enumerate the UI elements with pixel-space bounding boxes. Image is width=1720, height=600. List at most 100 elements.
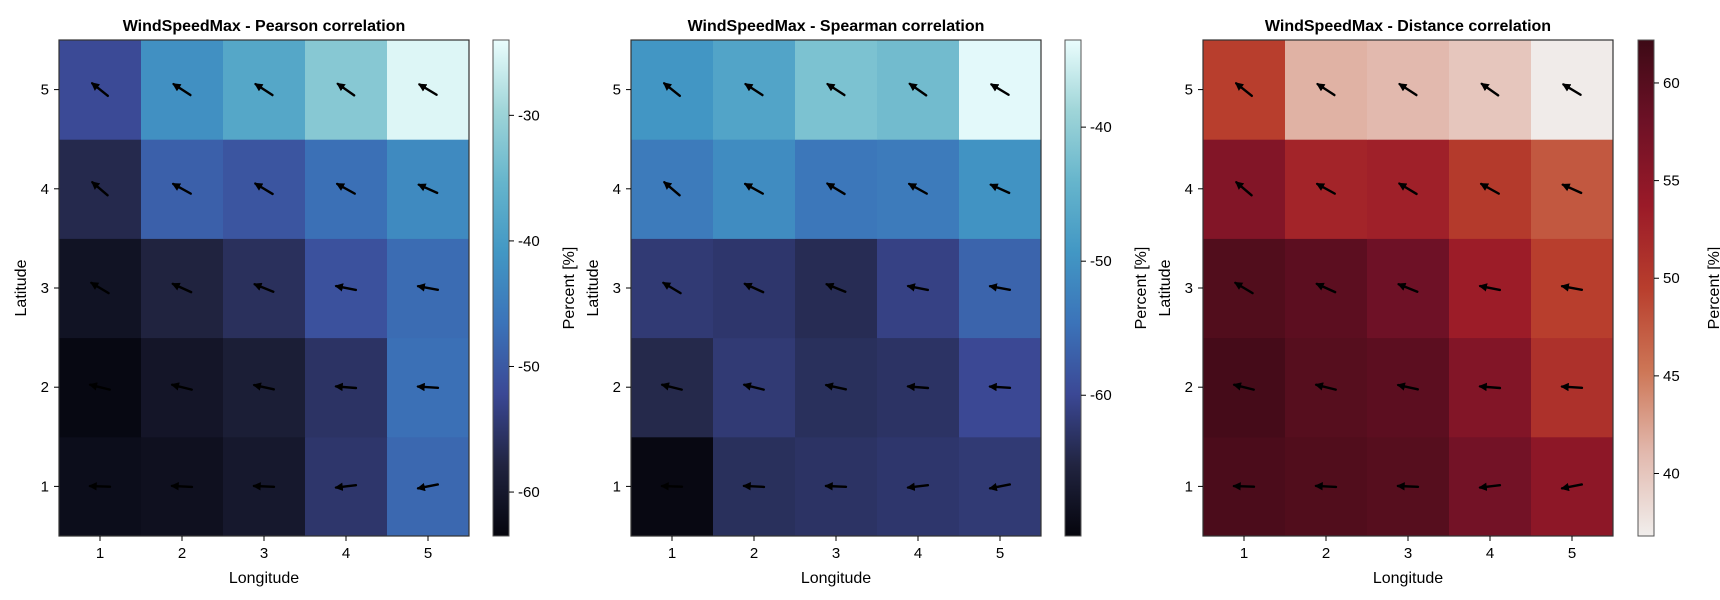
wind-arrow bbox=[825, 282, 847, 293]
colorbar-gradient bbox=[492, 39, 510, 537]
colorbar-label: Percent [%] bbox=[1706, 247, 1720, 330]
colorbar-tick-label: -50 bbox=[518, 358, 540, 375]
y-tick-label: 5 bbox=[613, 82, 621, 99]
wind-arrow bbox=[742, 382, 765, 391]
x-tick-label: 1 bbox=[668, 545, 676, 562]
wind-arrow bbox=[907, 182, 928, 195]
wind-arrow bbox=[988, 382, 1012, 392]
colorbar: -60 -50 -40 Percent [%] bbox=[1064, 39, 1150, 537]
colorbar-tick-label: -40 bbox=[1090, 119, 1112, 136]
colorbar-tick-label: 60 bbox=[1663, 75, 1680, 92]
x-tick-label: 3 bbox=[1404, 545, 1412, 562]
wind-arrow bbox=[1233, 281, 1254, 295]
x-axis-label: Longitude bbox=[229, 570, 299, 587]
wind-arrow bbox=[824, 382, 847, 391]
colorbar-tick-label: -60 bbox=[1090, 387, 1112, 404]
wind-arrow bbox=[334, 283, 358, 292]
colorbar-tick-label: -50 bbox=[1090, 253, 1112, 270]
colorbar-gradient bbox=[1064, 39, 1082, 537]
wind-arrow bbox=[253, 182, 274, 196]
colorbar-tick-label: 40 bbox=[1663, 466, 1680, 483]
wind-arrow bbox=[335, 182, 356, 195]
wind-arrow bbox=[91, 181, 109, 197]
wind-arrow bbox=[1398, 82, 1418, 97]
wind-arrow bbox=[1232, 382, 1255, 391]
wind-arrow bbox=[908, 82, 928, 97]
y-tick-label: 3 bbox=[41, 280, 49, 297]
colorbar-label: Percent [%] bbox=[561, 247, 578, 330]
wind-arrow bbox=[1315, 282, 1337, 294]
wind-arrow bbox=[1478, 482, 1502, 491]
wind-arrow bbox=[172, 82, 192, 97]
wind-arrow bbox=[334, 482, 358, 491]
heatmap-panel-1: WindSpeedMax - Pearson correlation 1 2 3 4 5 1… bbox=[13, 18, 578, 587]
x-tick-label: 5 bbox=[1568, 545, 1576, 562]
colorbar: 40 45 50 55 60 Percent [%] bbox=[1637, 39, 1720, 537]
wind-arrow bbox=[89, 281, 110, 295]
wind-arrow bbox=[90, 82, 110, 98]
wind-arrow bbox=[416, 382, 440, 392]
x-tick-label: 1 bbox=[1240, 545, 1248, 562]
wind-arrow bbox=[417, 183, 439, 195]
wind-arrow bbox=[1478, 382, 1502, 392]
wind-arrow bbox=[1315, 182, 1336, 195]
x-tick-label: 3 bbox=[260, 545, 268, 562]
colorbar-tick-label: 45 bbox=[1663, 368, 1680, 385]
y-tick-label: 2 bbox=[613, 379, 621, 396]
wind-arrow bbox=[1561, 183, 1583, 195]
chart-title: WindSpeedMax - Pearson correlation bbox=[123, 18, 406, 35]
wind-arrow bbox=[906, 382, 930, 392]
wind-arrow bbox=[253, 282, 275, 293]
wind-arrow bbox=[906, 482, 930, 491]
heatmap-panel-2: WindSpeedMax - Spearman correlation 1 2 3 4 5… bbox=[585, 18, 1150, 587]
y-tick-label: 5 bbox=[41, 82, 49, 99]
wind-arrow bbox=[417, 83, 438, 96]
wind-arrow bbox=[824, 482, 848, 491]
y-tick-label: 2 bbox=[1185, 379, 1193, 396]
wind-arrow bbox=[660, 382, 683, 391]
chart-title: WindSpeedMax - Distance correlation bbox=[1265, 18, 1551, 35]
wind-arrow bbox=[1561, 83, 1582, 96]
wind-arrow bbox=[825, 182, 846, 196]
heatmap-panel-3: WindSpeedMax - Distance correlation 1 2 3 4 5… bbox=[1157, 18, 1720, 587]
wind-arrow bbox=[660, 482, 684, 491]
y-tick-label: 2 bbox=[41, 379, 49, 396]
colorbar-tick-label: 55 bbox=[1663, 173, 1680, 190]
x-axis-label: Longitude bbox=[1373, 570, 1443, 587]
wind-arrow bbox=[252, 382, 275, 391]
wind-arrow bbox=[988, 482, 1012, 492]
wind-arrow bbox=[988, 283, 1012, 292]
wind-arrow bbox=[254, 82, 274, 97]
wind-arrow bbox=[88, 382, 111, 391]
chart-title: WindSpeedMax - Spearman correlation bbox=[688, 18, 985, 35]
wind-arrow bbox=[1397, 182, 1418, 196]
wind-arrow bbox=[171, 282, 193, 294]
wind-arrow bbox=[1234, 82, 1254, 98]
colorbar-tick-label: -60 bbox=[518, 484, 540, 501]
y-tick-label: 3 bbox=[1185, 280, 1193, 297]
x-tick-label: 2 bbox=[1322, 545, 1330, 562]
y-tick-label: 4 bbox=[613, 181, 621, 198]
wind-arrow bbox=[170, 482, 194, 491]
y-axis-label: Latitude bbox=[13, 259, 30, 316]
colorbar-tick-label: 50 bbox=[1663, 270, 1680, 287]
wind-arrow bbox=[662, 82, 682, 98]
wind-arrow bbox=[171, 182, 192, 195]
wind-arrow bbox=[1397, 282, 1419, 293]
wind-arrow bbox=[88, 482, 112, 491]
wind-arrow bbox=[252, 482, 276, 491]
colorbar: -60 -50 -40 -30 Percent [%] bbox=[492, 39, 578, 537]
wind-arrow bbox=[416, 283, 440, 292]
x-tick-label: 2 bbox=[750, 545, 758, 562]
wind-arrow bbox=[1396, 382, 1419, 391]
x-tick-label: 3 bbox=[832, 545, 840, 562]
wind-arrow bbox=[989, 83, 1010, 96]
wind-arrow bbox=[1316, 82, 1336, 97]
wind-arrow bbox=[661, 281, 682, 295]
wind-arrow bbox=[743, 182, 764, 195]
y-axis-label: Latitude bbox=[1157, 259, 1174, 316]
y-axis-label: Latitude bbox=[585, 259, 602, 316]
wind-arrow bbox=[743, 282, 765, 294]
wind-arrow bbox=[1235, 181, 1253, 197]
